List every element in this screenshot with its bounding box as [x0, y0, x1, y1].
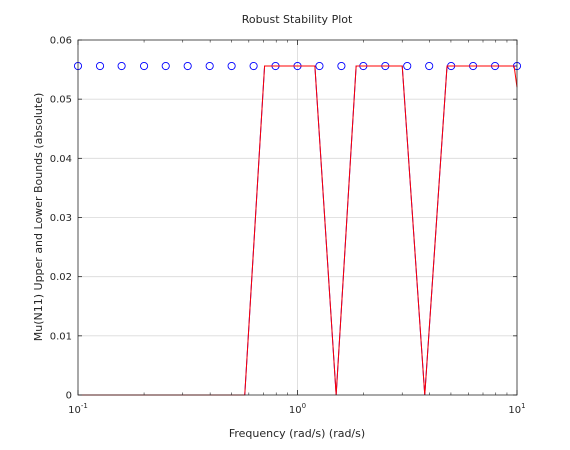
series-marker	[117, 61, 126, 71]
y-tick-label: 0.01	[50, 331, 72, 342]
x-tick-label-base: 10	[508, 405, 521, 416]
series-marker	[161, 61, 170, 71]
series-marker	[315, 61, 324, 71]
x-tick-label: 10-1	[68, 402, 88, 416]
y-tick-label: 0.03	[50, 213, 72, 224]
y-tick-label: 0.02	[50, 272, 72, 283]
y-tick-label: 0.05	[50, 95, 72, 106]
series-marker	[183, 61, 192, 71]
series-marker	[227, 61, 236, 71]
x-tick-label-exponent: -1	[81, 402, 88, 410]
series-marker	[205, 61, 214, 71]
x-tick-label-exponent: 0	[302, 402, 306, 410]
grid	[78, 40, 517, 395]
series-marker	[249, 61, 258, 71]
series-marker	[403, 61, 412, 71]
x-axis-label: Frequency (rad/s) (rad/s)	[229, 427, 365, 440]
y-tick-label: 0.04	[50, 154, 72, 165]
x-tick-label: 101	[508, 402, 525, 416]
series-marker	[140, 61, 149, 71]
chart-title: Robust Stability Plot	[242, 13, 353, 26]
x-tick-label-exponent: 1	[521, 402, 525, 410]
x-tick-label-base: 10	[289, 405, 302, 416]
series-layer	[73, 61, 522, 396]
y-axis-label: Mu(N11) Upper and Lower Bounds (absolute…	[32, 93, 45, 342]
series-marker	[337, 61, 346, 71]
series-marker	[95, 61, 105, 71]
x-tick-label-base: 10	[68, 405, 81, 416]
y-tick-label: 0.06	[50, 36, 72, 47]
x-tick-label: 100	[289, 402, 306, 416]
series-line-2	[78, 65, 518, 396]
y-tick-label: 0	[66, 391, 72, 402]
series-marker	[425, 61, 434, 71]
